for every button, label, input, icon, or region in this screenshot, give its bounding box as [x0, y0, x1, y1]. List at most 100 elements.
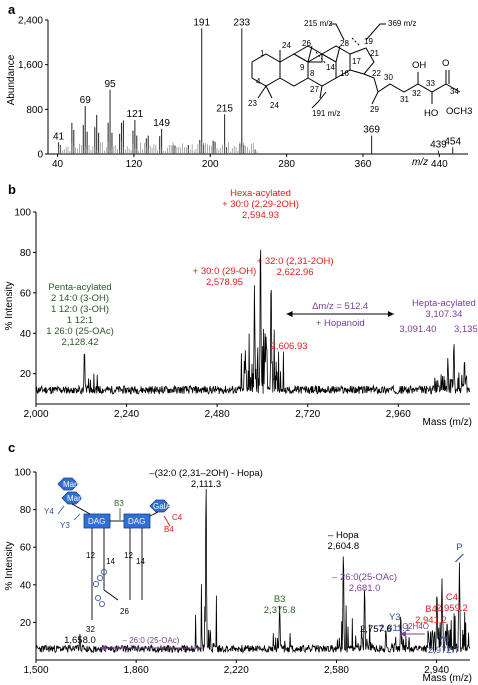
structure-labels: 215 m/z 369 m/z 191 m/z 1 24 26 9 4 8 14…	[248, 19, 472, 119]
frag-369-line	[365, 23, 386, 41]
sugar-man-1	[57, 477, 79, 491]
panel-a-xtick-label: 40	[52, 159, 64, 170]
panel-a-peak-label: 191	[193, 17, 210, 28]
num-9: 9	[300, 63, 305, 72]
ring-e	[349, 47, 375, 75]
panel-b-annotation: Hepta-acylated	[412, 298, 476, 309]
side-chain	[363, 73, 461, 93]
panel-c-annotation: Y4	[438, 634, 450, 645]
panel-c-ytick-label: 80	[20, 505, 32, 516]
panel-c-ylabel: % Intensity	[4, 542, 15, 591]
chain-label-14a: 14	[106, 557, 115, 566]
panel-b-annotation: + 30:0 (29-OH)	[193, 266, 257, 277]
panel-b-annotation: 2,578.95	[206, 277, 243, 288]
delta-label: Δm/z = 512.4	[312, 301, 368, 312]
panel-a-xtick-label: 200	[202, 159, 219, 170]
panel-b-annotation: Hexa-acylated	[230, 188, 291, 199]
panel-a-xtick-label: 360	[355, 159, 372, 170]
cut-y4	[57, 505, 65, 515]
panel-c-ytick-label: 40	[20, 580, 32, 591]
loss-arrow-label: – C2H4O	[396, 622, 429, 631]
panel-b-ytick-label: 20	[20, 369, 32, 380]
panel-c-loss-arrows: – 26:0 (25-OAc) – C2H4O	[99, 553, 464, 651]
panel-a-peak-label: 121	[127, 109, 144, 120]
methyl-24b	[265, 85, 273, 99]
p-break-mark	[455, 553, 464, 563]
num-24: 24	[282, 41, 291, 50]
num-8: 8	[310, 69, 315, 78]
panel-a-ytick-label: 2,400	[18, 16, 43, 27]
panel-a-peak-label: 369	[363, 125, 380, 136]
core-dag-1-label: DAG	[88, 517, 105, 526]
panel-b-annotation: 3,091.40	[399, 324, 436, 335]
panel-a-ytick-label: 0	[37, 150, 43, 161]
frag-c4-label: C4	[172, 513, 183, 522]
num-29: 29	[370, 105, 379, 114]
panel-c-xtick-label: 1,500	[23, 665, 48, 676]
num-16: 16	[340, 69, 349, 78]
methyl-29	[371, 91, 379, 105]
panel-c-annotation: B4	[425, 604, 437, 615]
num-1: 1	[260, 49, 265, 58]
panel-c-xtick-label: 2,940	[424, 665, 449, 676]
panel-a-ytick-label: 1,600	[18, 60, 43, 71]
group-o: O	[442, 58, 449, 69]
loss-arrow-head	[99, 645, 106, 651]
panel-c-label: c	[8, 440, 15, 455]
ring-1	[93, 581, 100, 588]
num-14: 14	[326, 63, 335, 72]
frag-y3-label: Y3	[60, 521, 70, 530]
panel-a-peak-label: 439	[430, 140, 447, 151]
panel-b-trace	[35, 249, 470, 395]
frag-y4-label: Y4	[44, 507, 54, 516]
sugar-gala-label: GalA	[153, 502, 171, 511]
panel-b-annotation: + 30:0 (2,29-2OH)	[222, 199, 299, 210]
group-oh: OH	[412, 60, 426, 71]
panel-a-ytick-label: 800	[26, 105, 43, 116]
delta-arrow-head-left	[286, 311, 293, 317]
panel-a-label: a	[8, 2, 16, 17]
num-30: 30	[384, 73, 393, 82]
group-och3: OCH3	[446, 106, 472, 117]
panel-b-xtick-label: 2,480	[205, 409, 230, 420]
chain-label-26: 26	[120, 607, 129, 616]
panel-a-xtick-label: 120	[126, 159, 143, 170]
panel-c-trace	[35, 488, 471, 654]
panel-b-xtick-label: 2,720	[295, 409, 320, 420]
panel-c-annotation: 2,941.2	[415, 615, 447, 626]
panel-b-annotation: 2,128.42	[62, 337, 99, 348]
panel-c-annotation: 2,681.0	[349, 583, 381, 594]
panel-c-xlabel: Mass (m/z)	[423, 673, 472, 684]
core-dag-2-label: DAG	[128, 517, 145, 526]
panel-c-xtick-label: 1,860	[124, 665, 149, 676]
num-23: 23	[248, 99, 257, 108]
panel-a-xtick-label: 440	[431, 159, 448, 170]
panel-a-peak-label: 69	[80, 95, 92, 106]
panel-c-ytick-label: 100	[14, 468, 31, 479]
ring-5	[99, 601, 106, 608]
ring-2	[97, 575, 104, 582]
panel-b-ytick-label: 40	[20, 329, 32, 340]
panel-c-annotation: 2,375.8	[264, 605, 296, 616]
ring-c-link	[292, 45, 323, 63]
panel-b-axes: 2,000 2,240 2,480 2,720 2,960 20 40 60 80 100	[14, 208, 470, 420]
panel-b-annotation: 3,135.36	[454, 324, 478, 335]
panel-c-axes: 1,500 1,860 2,220 2,580 2,940 20 40 60 80 100	[14, 468, 470, 676]
link-dag-gala	[149, 511, 159, 517]
chain-e	[103, 589, 119, 601]
panel-c-annotation: 2,604.8	[328, 541, 360, 552]
panel-a-peak-label: 95	[104, 79, 116, 90]
frag-191-line	[311, 91, 327, 109]
num-4: 4	[256, 77, 261, 86]
panel-a-peak-label: 41	[53, 131, 65, 142]
panel-b-delta-arrow: Δm/z = 512.4 + Hopanoid	[286, 301, 394, 329]
panel-b-annotation: 1 26:0 (25-OAc)	[46, 326, 114, 337]
sugar-man-2-label: Man	[67, 494, 83, 503]
panel-a-peak-label: 233	[233, 17, 250, 28]
methyl-23	[257, 85, 267, 99]
panel-b-xtick-label: 2,240	[114, 409, 139, 420]
panel-b-annotation: 2,622.96	[277, 267, 314, 278]
num-24b: 24	[270, 101, 279, 110]
panel-a-peak-label: 149	[153, 118, 170, 129]
